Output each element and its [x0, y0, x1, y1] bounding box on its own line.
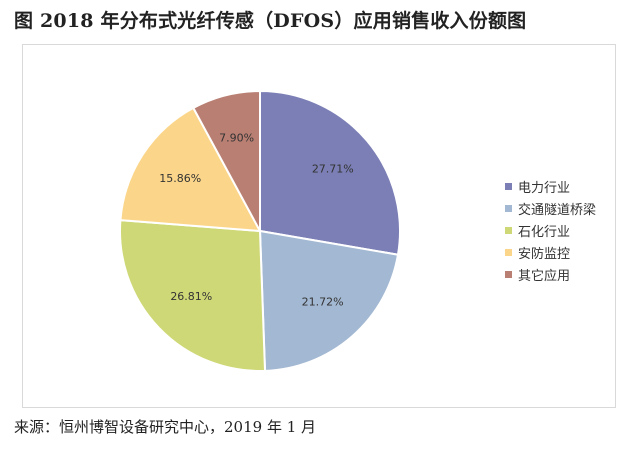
legend-label: 石化行业 — [518, 224, 571, 240]
chart-area: 27.71% 21.72% 26.81% 15.86% 7.90% 电力行业交通隧道桥梁… — [22, 44, 616, 408]
pie-slice-3 — [119, 219, 267, 372]
chart-legend: 电力行业交通隧道桥梁 石化行业安防监控其它应用 — [505, 175, 596, 285]
slice-label-2: 21.72% — [302, 296, 344, 309]
pie-slices — [119, 89, 401, 372]
legend-item: 交通隧道桥梁 — [505, 197, 596, 219]
legend-item: 安防监控 — [505, 241, 596, 263]
legend-swatch — [505, 182, 512, 190]
legend-label: 安防监控 — [518, 246, 571, 262]
pie-slice-1 — [259, 89, 401, 256]
source-note: 来源：恒州博智设备研究中心，2019 年 1 月 — [14, 418, 317, 436]
legend-swatch — [505, 248, 512, 256]
legend-item: 其它应用 — [505, 263, 596, 285]
pie-slice-4 — [119, 106, 262, 233]
pie-slice-5 — [191, 89, 261, 232]
legend-swatch — [505, 270, 512, 278]
pie-slice-2 — [258, 229, 400, 372]
slice-label-5: 7.90% — [219, 132, 254, 145]
legend-label: 电力行业 — [518, 180, 571, 196]
legend-label: 交通隧道桥梁 — [518, 202, 597, 218]
slice-label-4: 15.86% — [159, 172, 201, 185]
slice-label-1: 27.71% — [312, 163, 354, 176]
legend-swatch — [505, 226, 512, 234]
pie-chart: 27.71% 21.72% 26.81% 15.86% 7.90% — [119, 89, 401, 372]
page-title: 图 2018 年分布式光纤传感（DFOS）应用销售收入份额图 — [14, 10, 527, 32]
legend-swatch — [505, 204, 512, 212]
legend-label: 其它应用 — [518, 268, 571, 284]
legend-item: 石化行业 — [505, 219, 596, 241]
legend-item: 电力行业 — [505, 175, 596, 197]
slice-label-3: 26.81% — [170, 290, 212, 303]
pie-labels: 27.71% 21.72% 26.81% 15.86% 7.90% — [159, 132, 354, 309]
